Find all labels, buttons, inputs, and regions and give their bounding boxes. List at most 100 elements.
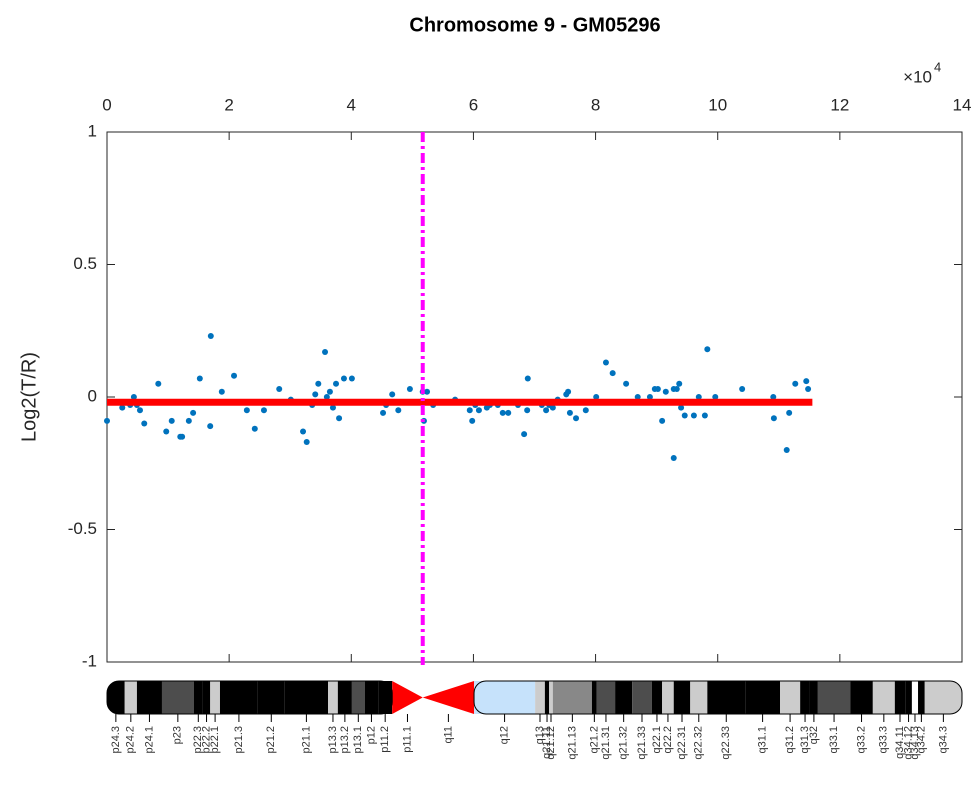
data-point	[805, 386, 812, 393]
x-tick-label: 4	[347, 95, 356, 114]
data-point	[803, 378, 810, 385]
y-tick-label: -0.5	[68, 519, 97, 538]
data-point	[260, 407, 267, 414]
band-label: q21.32	[618, 726, 630, 760]
band-label: q21.13	[566, 726, 578, 760]
chromosome-band	[364, 681, 379, 714]
data-point	[104, 417, 110, 424]
band-label: p24.2	[125, 726, 137, 754]
band-label: p21.2	[265, 726, 277, 754]
data-point	[469, 417, 476, 424]
band-label: p22.3	[192, 726, 204, 754]
chromosome-band	[193, 681, 203, 714]
band-label: p22.1	[209, 726, 221, 754]
chromosome-band	[905, 681, 912, 714]
data-point	[712, 394, 719, 400]
chromosome-band	[924, 681, 962, 714]
chromosome-band	[474, 681, 536, 714]
chromosome-band	[800, 681, 810, 714]
band-label: p13.1	[352, 726, 364, 754]
chromosome-band	[596, 681, 616, 714]
data-point	[549, 404, 556, 411]
data-point	[251, 425, 258, 432]
band-label: q21.33	[636, 726, 648, 760]
chromosome-band	[662, 681, 674, 714]
band-label: p13.3	[327, 726, 339, 754]
x-multiplier-base: ×10	[903, 67, 932, 86]
data-point	[521, 431, 528, 438]
data-point	[119, 404, 126, 411]
data-point	[609, 370, 616, 377]
data-point	[340, 375, 347, 382]
chromosome-band	[690, 681, 708, 714]
chromosome-band	[918, 681, 925, 714]
data-point	[168, 417, 175, 424]
band-label: q22.33	[720, 726, 732, 760]
data-point	[582, 407, 589, 414]
centromere-band	[392, 681, 423, 714]
chromosome-band	[911, 681, 919, 714]
data-point	[326, 388, 333, 395]
data-point	[505, 409, 512, 416]
data-point	[646, 394, 653, 400]
band-label: q32	[808, 726, 820, 744]
band-label: p12	[365, 726, 377, 744]
data-point	[323, 394, 330, 400]
data-point	[681, 412, 688, 419]
data-point	[524, 375, 531, 382]
data-point	[300, 428, 307, 435]
band-label: q11	[442, 726, 454, 744]
x-tick-label: 10	[708, 95, 727, 114]
data-point	[196, 375, 203, 382]
chromosome-band	[745, 681, 781, 714]
chromosome-band	[817, 681, 851, 714]
ideogram	[107, 681, 962, 714]
y-tick-label: -1	[82, 651, 97, 670]
p-arm-outline	[106, 680, 393, 715]
data-point	[770, 415, 777, 422]
data-point	[573, 415, 580, 422]
chromosome-band	[809, 681, 818, 714]
chromosome-band	[707, 681, 746, 714]
data-point	[690, 412, 697, 419]
plot-frame	[106, 131, 963, 663]
x-tick-label: 2	[224, 95, 233, 114]
chromosome-band	[257, 681, 285, 714]
band-label: q33.3	[878, 726, 890, 754]
band-label: q21.11	[541, 726, 553, 759]
band-label: p11.2	[379, 726, 391, 753]
chromosome-band	[850, 681, 873, 714]
data-point	[662, 388, 669, 395]
data-point	[466, 407, 473, 414]
chromosome-band	[202, 681, 211, 714]
band-label: q34.13	[909, 726, 921, 760]
data-point	[623, 380, 630, 387]
chromosome-band	[210, 681, 220, 714]
band-label: q31.3	[799, 726, 811, 754]
band-label: q34.2	[915, 726, 927, 754]
chromosome-band	[544, 681, 550, 714]
band-label: p24.1	[143, 726, 155, 754]
data-point	[389, 391, 396, 398]
band-label: q22.2	[662, 726, 674, 754]
data-point	[678, 404, 685, 411]
data-point	[315, 380, 322, 387]
data-point	[695, 394, 702, 400]
band-label: q22.1	[651, 726, 663, 754]
data-point	[543, 407, 550, 414]
x-tick-label: 6	[469, 95, 478, 114]
chromosome-band	[632, 681, 652, 714]
chromosome-band	[219, 681, 258, 714]
data-point	[704, 346, 711, 353]
band-label: q34.12	[902, 726, 914, 760]
chromosome-band	[615, 681, 633, 714]
chromosome-band	[161, 681, 194, 714]
chromosome-band	[351, 681, 365, 714]
chromosome-band	[284, 681, 329, 714]
band-label: q33.2	[855, 726, 867, 754]
band-label: q12	[498, 726, 510, 744]
band-label: q21.2	[588, 726, 600, 754]
chromosome-band	[651, 681, 663, 714]
data-point	[499, 409, 506, 416]
data-point	[565, 388, 572, 395]
